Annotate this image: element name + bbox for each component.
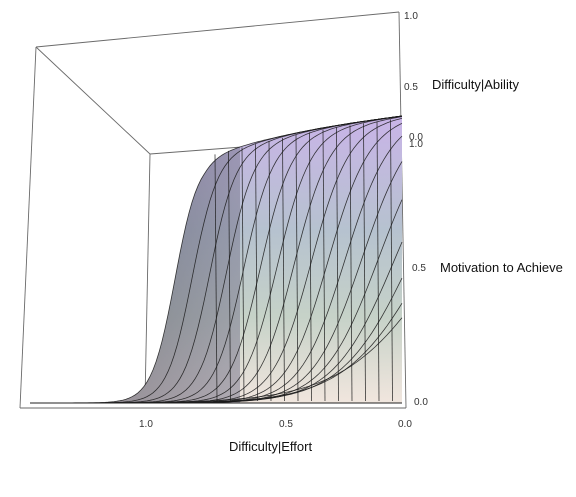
box-inner-diagonal bbox=[35, 46, 151, 155]
mesh-line-ability bbox=[214, 154, 218, 402]
mesh-line-ability bbox=[255, 144, 258, 402]
box-right-edge bbox=[398, 11, 407, 409]
mesh-line-ability bbox=[376, 121, 380, 402]
tick-motivation-mid: 0.5 bbox=[412, 263, 426, 274]
mesh-line-ability bbox=[336, 127, 339, 402]
mesh-line-ability bbox=[295, 135, 299, 402]
bounding-box bbox=[19, 11, 407, 409]
box-top-back-edge bbox=[35, 11, 400, 48]
mesh-line-ability bbox=[349, 125, 353, 402]
tick-effort-0: 0.0 bbox=[398, 419, 412, 430]
mesh-line-ability bbox=[322, 129, 326, 402]
tick-effort-05: 0.5 bbox=[279, 419, 293, 430]
x-axis-label: Difficulty|Effort bbox=[229, 439, 312, 454]
surface-shaded-side bbox=[30, 147, 240, 403]
tick-ability-mid: 0.5 bbox=[404, 82, 418, 93]
tick-ability-top: 1.0 bbox=[404, 11, 418, 22]
mesh-line-ability bbox=[390, 119, 393, 402]
mesh-line-ability bbox=[309, 132, 312, 402]
mesh-line-ability bbox=[228, 150, 231, 402]
z-axis-label: Motivation to Achieve bbox=[440, 260, 563, 275]
z-axis-ticks: 1.0 0.5 0.0 bbox=[409, 139, 428, 408]
y-axis-label: Difficulty|Ability bbox=[432, 77, 519, 92]
tick-effort-1: 1.0 bbox=[139, 419, 153, 430]
tick-motivation-bottom: 0.0 bbox=[414, 397, 428, 408]
tick-motivation-top: 1.0 bbox=[409, 139, 423, 150]
mesh-line-ability bbox=[282, 137, 285, 402]
mesh-line-ability bbox=[241, 147, 245, 402]
x-axis-ticks: 1.0 0.5 0.0 bbox=[139, 419, 412, 430]
box-left-edge bbox=[19, 46, 37, 409]
z-axis-ticks-top: 1.0 0.5 0.0 bbox=[404, 11, 423, 143]
mesh-line-ability bbox=[268, 140, 272, 402]
surface-mesh bbox=[30, 115, 403, 404]
box-inner-vertical bbox=[144, 153, 151, 401]
tick-ability-low: 0.0 bbox=[409, 132, 423, 143]
mesh-line-ability bbox=[363, 123, 366, 402]
